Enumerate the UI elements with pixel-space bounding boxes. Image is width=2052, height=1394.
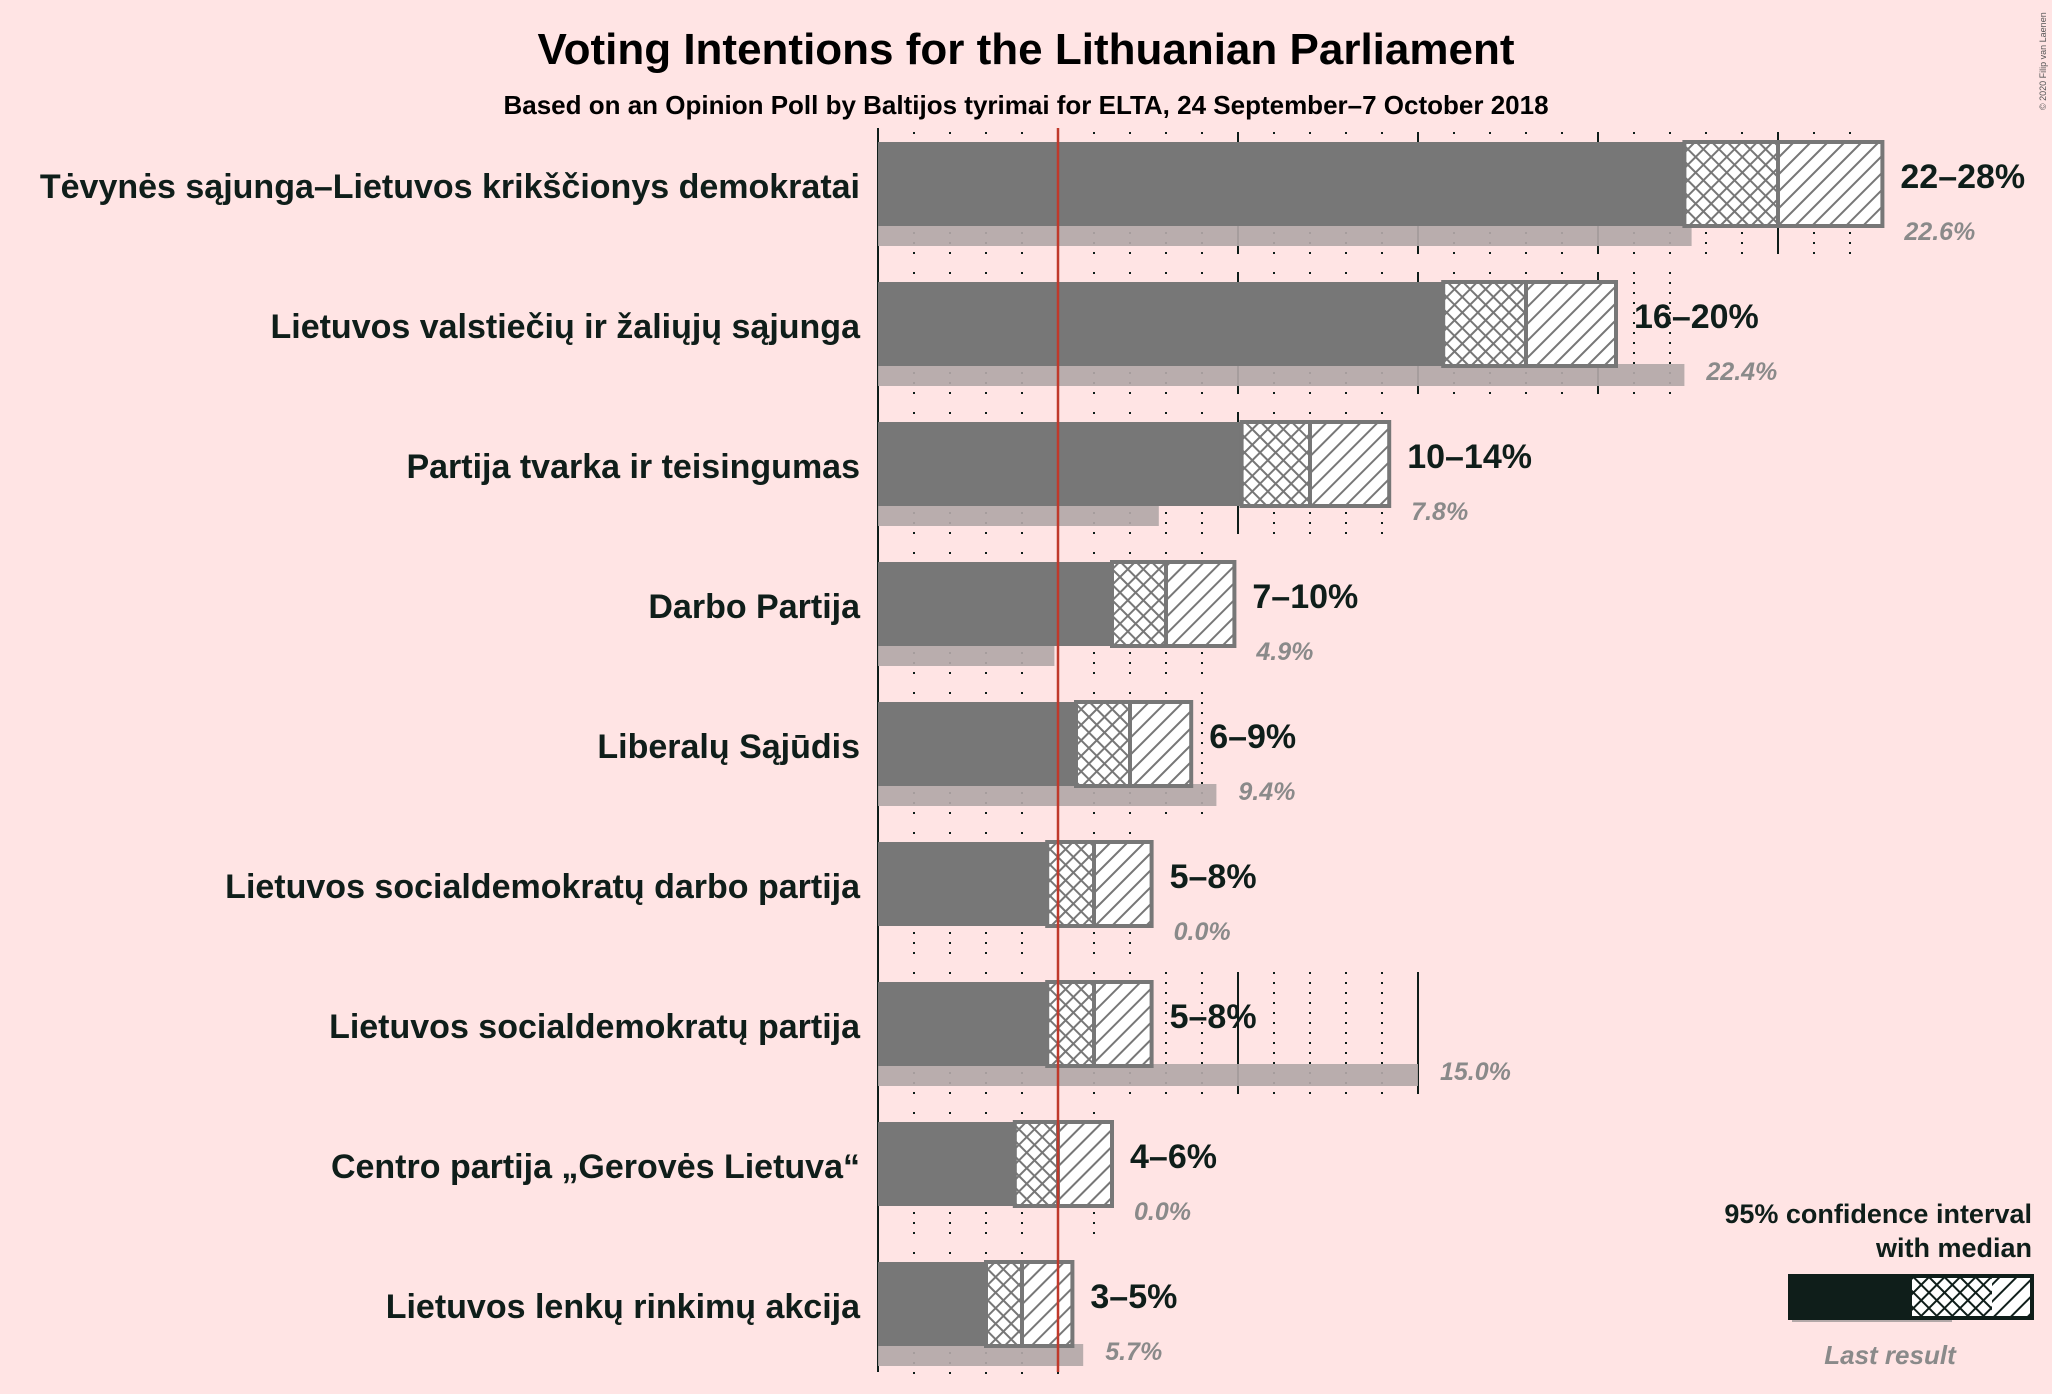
ci-solid-bar: [878, 142, 1685, 226]
bars: Tėvynės sąjunga–Lietuvos krikščionys dem…: [40, 140, 2025, 1366]
last-result-label: 9.4%: [1238, 778, 1295, 806]
legend: 95% confidence interval with median Last…: [1724, 1199, 2034, 1370]
party-label: Liberalų Sąjūdis: [597, 728, 860, 766]
ci-upper-segment: [1778, 142, 1883, 226]
ci-upper-segment: [1094, 842, 1152, 926]
party-label: Partija tvarka ir teisingumas: [406, 448, 860, 486]
party-row: Tėvynės sąjunga–Lietuvos krikščionys dem…: [40, 140, 2025, 246]
last-result-bar: [878, 224, 1692, 246]
ci-lower-segment: [1047, 982, 1094, 1066]
ci-lower-segment: [1014, 1122, 1058, 1206]
ci-lower-segment: [1112, 562, 1166, 646]
range-label: 10–14%: [1407, 438, 1532, 476]
ci-outline: [1239, 420, 1392, 508]
last-result-bar: [878, 364, 1685, 386]
last-result-label: 4.9%: [1255, 638, 1313, 666]
party-row: Lietuvos socialdemokratų partija 5–8% 15.0…: [329, 980, 1511, 1086]
ci-solid-bar: [878, 562, 1112, 646]
ci-lower-segment: [1241, 422, 1310, 506]
legend-cross-swatch: [1912, 1276, 1992, 1318]
party-row: Lietuvos lenkų rinkimų akcija 3–5% 5.7%: [386, 1260, 1177, 1366]
ci-outline: [1045, 840, 1154, 928]
range-label: 5–8%: [1170, 998, 1257, 1036]
party-label: Tėvynės sąjunga–Lietuvos krikščionys dem…: [40, 168, 860, 206]
last-result-bar: [878, 784, 1217, 806]
range-label: 7–10%: [1252, 578, 1358, 616]
copyright: © 2020 Filip van Laenen: [2038, 12, 2048, 110]
chart-subtitle: Based on an Opinion Poll by Baltijos tyr…: [503, 90, 1548, 120]
range-label: 6–9%: [1209, 718, 1296, 756]
party-row: Partija tvarka ir teisingumas 10–14% 7.8%: [406, 420, 1532, 526]
ci-outline: [984, 1260, 1075, 1348]
ci-upper-segment: [1526, 282, 1616, 366]
party-label: Lietuvos socialdemokratų partija: [329, 1008, 861, 1046]
ci-outline: [1441, 280, 1618, 368]
ci-solid-bar: [878, 1262, 986, 1346]
party-label: Centro partija „Gerovės Lietuva“: [331, 1148, 860, 1186]
last-result-bar: [878, 504, 1159, 526]
last-result-bar: [878, 1344, 1084, 1366]
ci-upper-segment: [1058, 1122, 1112, 1206]
ci-solid-bar: [878, 422, 1242, 506]
ci-outline: [1682, 140, 1885, 228]
legend-hatch-swatch: [1992, 1276, 2032, 1318]
party-label: Darbo Partija: [648, 588, 861, 626]
range-label: 22–28%: [1900, 158, 2025, 196]
legend-last-result-label: Last result: [1824, 1340, 1957, 1370]
ci-outline: [1110, 560, 1237, 648]
ci-lower-segment: [1076, 702, 1130, 786]
last-result-label: 5.7%: [1105, 1338, 1162, 1366]
ci-solid-bar: [878, 982, 1048, 1066]
party-row: Darbo Partija 7–10% 4.9%: [648, 560, 1358, 666]
ci-lower-segment: [1443, 282, 1526, 366]
legend-solid-swatch: [1790, 1276, 1912, 1318]
ci-upper-segment: [1310, 422, 1390, 506]
last-result-label: 0.0%: [1174, 918, 1231, 946]
party-row: Lietuvos socialdemokratų darbo partija 5–…: [225, 840, 1257, 946]
ci-solid-bar: [878, 1122, 1015, 1206]
ci-lower-segment: [1684, 142, 1778, 226]
party-label: Lietuvos socialdemokratų darbo partija: [225, 868, 861, 906]
ci-solid-bar: [878, 702, 1076, 786]
party-label: Lietuvos lenkų rinkimų akcija: [386, 1288, 861, 1326]
ci-outline: [1012, 1120, 1114, 1208]
chart-title: Voting Intentions for the Lithuanian Par…: [538, 25, 1515, 74]
party-row: Liberalų Sąjūdis 6–9% 9.4%: [597, 700, 1296, 806]
last-result-label: 0.0%: [1134, 1198, 1191, 1226]
last-result-label: 22.6%: [1903, 218, 1975, 246]
ci-upper-segment: [1022, 1262, 1073, 1346]
ci-outline: [1045, 980, 1154, 1068]
range-label: 4–6%: [1130, 1138, 1217, 1176]
legend-ci-label-2: with median: [1875, 1233, 2032, 1263]
ci-upper-segment: [1130, 702, 1192, 786]
party-label: Lietuvos valstiečių ir žaliųjų sąjunga: [270, 308, 861, 346]
ci-lower-segment: [1047, 842, 1094, 926]
ci-solid-bar: [878, 842, 1048, 926]
last-result-bar: [878, 1064, 1418, 1086]
range-label: 5–8%: [1170, 858, 1257, 896]
ci-lower-segment: [986, 1262, 1022, 1346]
legend-ci-label-1: 95% confidence interval: [1724, 1199, 2032, 1229]
ci-outline: [1074, 700, 1194, 788]
party-row: Lietuvos valstiečių ir žaliųjų sąjunga 16…: [270, 280, 1777, 386]
last-result-label: 15.0%: [1440, 1058, 1511, 1086]
legend-outline: [1788, 1274, 2034, 1320]
last-result-label: 22.4%: [1705, 358, 1777, 386]
ci-upper-segment: [1166, 562, 1235, 646]
range-label: 16–20%: [1634, 298, 1759, 336]
ci-solid-bar: [878, 282, 1444, 366]
party-row: Centro partija „Gerovės Lietuva“ 4–6% 0.0%: [331, 1120, 1217, 1226]
range-label: 3–5%: [1090, 1278, 1177, 1316]
ci-upper-segment: [1094, 982, 1152, 1066]
last-result-label: 7.8%: [1411, 498, 1468, 526]
last-result-bar: [878, 644, 1055, 666]
